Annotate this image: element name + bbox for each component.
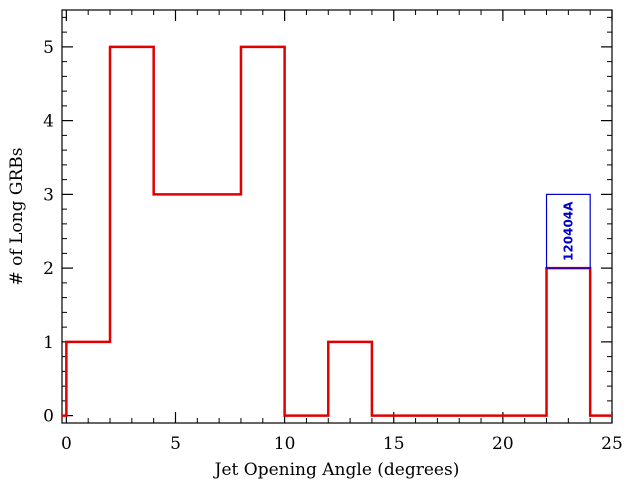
histogram-bin	[241, 47, 285, 416]
histogram-bin	[110, 47, 154, 416]
y-tick-label: 4	[43, 112, 54, 132]
histogram-outline	[62, 45, 612, 417]
x-axis-ticks: 0 5 10 15 20 25	[61, 10, 623, 454]
x-tick-label: 15	[383, 434, 405, 454]
x-tick-label: 10	[274, 434, 296, 454]
x-axis-label: Jet Opening Angle (degrees)	[213, 460, 460, 480]
axes	[61, 9, 613, 424]
histogram-bin	[66, 342, 110, 416]
y-tick-label: 2	[43, 259, 54, 279]
y-tick-label: 3	[43, 185, 54, 205]
annotation: 120404A	[545, 193, 591, 269]
histogram-bin	[154, 194, 198, 415]
x-tick-label: 0	[61, 434, 72, 454]
y-axis-ticks: 0 1 2 3 4 5	[43, 16, 612, 427]
histogram-bin	[547, 268, 591, 416]
y-tick-label: 0	[43, 407, 54, 427]
y-tick-label: 5	[43, 38, 54, 58]
y-tick-label: 1	[43, 333, 54, 353]
histogram-bin	[197, 194, 241, 415]
x-tick-label: 25	[601, 434, 623, 454]
annotation-label: 120404A	[561, 201, 575, 261]
plot-frame	[61, 9, 613, 424]
annotation-box	[545, 193, 591, 269]
x-tick-label: 20	[492, 434, 514, 454]
histogram-bin	[328, 342, 372, 416]
y-axis-label: # of Long GRBs	[7, 148, 27, 286]
x-tick-label: 5	[170, 434, 181, 454]
